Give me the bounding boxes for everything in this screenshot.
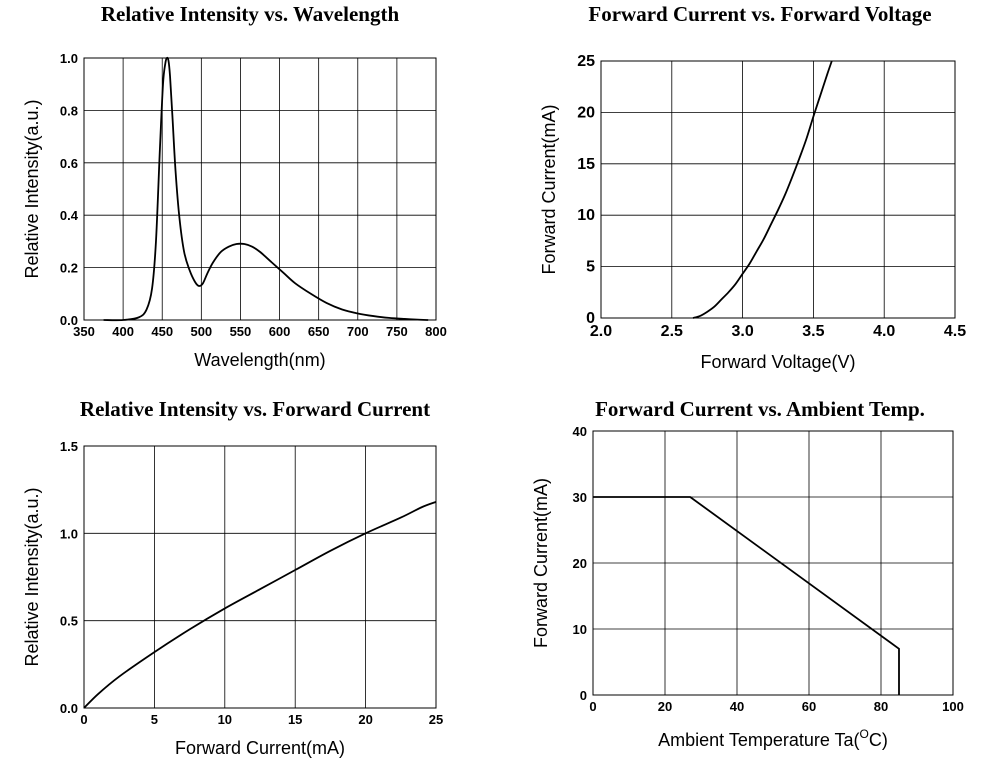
y-axis-label: Forward Current(mA)	[531, 478, 551, 648]
series-line	[692, 60, 833, 319]
x-axis-label: Forward Voltage(V)	[700, 352, 855, 372]
y-tick-label: 25	[577, 53, 595, 70]
plot-frame	[592, 430, 954, 696]
y-tick-label: 1.5	[60, 439, 78, 454]
chart-4-title: Forward Current vs. Ambient Temp.	[595, 397, 925, 421]
x-axis-label: Ambient Temperature Ta(OC)	[658, 727, 888, 750]
x-tick-label: 650	[308, 324, 330, 339]
x-tick-label: 700	[347, 324, 369, 339]
x-tick-label: 450	[151, 324, 173, 339]
plot-frame	[83, 57, 437, 321]
x-tick-label: 750	[386, 324, 408, 339]
x-tick-label: 15	[288, 712, 302, 727]
x-tick-label: 40	[730, 699, 744, 714]
x-tick-label: 10	[218, 712, 232, 727]
x-axis-label: Wavelength(nm)	[194, 350, 325, 370]
y-tick-label: 20	[573, 556, 587, 571]
x-tick-label: 2.5	[661, 323, 683, 340]
y-tick-label: 1.0	[60, 51, 78, 66]
x-tick-label: 100	[942, 699, 964, 714]
x-tick-label: 800	[425, 324, 447, 339]
x-tick-label: 0	[589, 699, 596, 714]
x-tick-label: 20	[658, 699, 672, 714]
y-tick-label: 10	[577, 207, 595, 224]
chart-2: 2.0 2.5 3.0 3.5 4.0 4.5 0 5 10 15 20 25 Forward Volt…	[539, 53, 966, 372]
plot-frame	[600, 60, 956, 319]
x-tick-label: 4.5	[944, 323, 966, 340]
y-axis-label: Forward Current(mA)	[539, 104, 559, 274]
chart-2-title: Forward Current vs. Forward Voltage	[588, 2, 932, 26]
x-tick-label: 350	[73, 324, 95, 339]
x-tick-label: 5	[151, 712, 158, 727]
y-tick-label: 40	[573, 424, 587, 439]
y-tick-label: 30	[573, 490, 587, 505]
series-line	[103, 56, 429, 322]
x-tick-label: 3.5	[802, 323, 824, 340]
y-tick-label: 0.5	[60, 614, 78, 629]
x-axis-label: Forward Current(mA)	[175, 738, 345, 758]
x-tick-label: 4.0	[873, 323, 895, 340]
chart-3: 0 5 10 15 20 25 0.0 0.5 1.0 1.5 Forward Current(mA…	[22, 439, 443, 758]
y-tick-label: 0.6	[60, 156, 78, 171]
x-tick-label: 2.0	[590, 323, 612, 340]
plot-frame	[83, 445, 437, 709]
y-tick-label: 0	[586, 310, 595, 327]
y-tick-label: 0.0	[60, 701, 78, 716]
x-tick-label: 60	[802, 699, 816, 714]
y-tick-label: 0.8	[60, 103, 78, 118]
y-tick-label: 0.2	[60, 261, 78, 276]
x-tick-label: 20	[358, 712, 372, 727]
y-tick-label: 0.0	[60, 313, 78, 328]
chart-3-title: Relative Intensity vs. Forward Current	[79, 397, 431, 421]
x-tick-label: 400	[112, 324, 134, 339]
y-axis-label: Relative Intensity(a.u.)	[22, 487, 42, 666]
chart-1: 350 400 450 500 550 600 650 700 750 800 0.0 0.2 0.4 0…	[22, 51, 447, 370]
y-tick-label: 5	[586, 259, 595, 276]
x-tick-label: 500	[190, 324, 212, 339]
x-tick-label: 550	[230, 324, 252, 339]
x-tick-label: 25	[429, 712, 443, 727]
series-line	[593, 496, 900, 695]
y-tick-label: 10	[573, 622, 587, 637]
chart-1-title: Relative Intensity vs. Wavelength	[100, 2, 400, 26]
y-tick-label: 20	[577, 104, 595, 121]
x-tick-label: 80	[874, 699, 888, 714]
x-tick-label: 3.0	[731, 323, 753, 340]
series-line	[83, 501, 437, 709]
y-tick-label: 1.0	[60, 526, 78, 541]
y-axis-label: Relative Intensity(a.u.)	[22, 99, 42, 278]
x-tick-label: 600	[269, 324, 291, 339]
y-tick-label: 0	[580, 688, 587, 703]
y-tick-label: 15	[577, 156, 595, 173]
y-tick-label: 0.4	[60, 208, 79, 223]
x-tick-label: 0	[80, 712, 87, 727]
